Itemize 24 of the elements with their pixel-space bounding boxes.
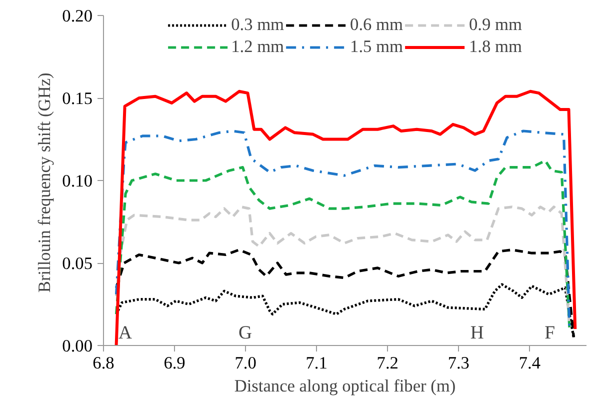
- legend-label: 1.8 mm: [468, 37, 522, 57]
- x-tick-label: 6.9: [164, 354, 186, 372]
- legend-label: 1.5 mm: [350, 37, 403, 57]
- y-tick-label: 0.15: [62, 89, 93, 108]
- legend-label: 1.2 mm: [231, 37, 284, 57]
- x-tick-label: 7.2: [376, 354, 398, 372]
- y-tick-label: 0.00: [62, 336, 93, 356]
- y-axis-title: Brillouin frequency shift (GHz): [35, 72, 54, 293]
- y-tick-label: 0.20: [62, 6, 93, 26]
- x-tick-label: 7.3: [448, 354, 470, 372]
- annotation: H: [470, 322, 484, 344]
- x-tick-label: 7.4: [518, 354, 541, 372]
- annotation: F: [544, 322, 556, 344]
- x-tick-label: 7.0: [234, 354, 256, 372]
- legend-label: 0.9 mm: [468, 15, 522, 35]
- x-tick-label: 6.8: [92, 354, 114, 372]
- legend-label: 0.3 mm: [231, 15, 284, 35]
- y-tick-label: 0.10: [62, 172, 93, 190]
- annotation: A: [118, 322, 132, 344]
- legend-label: 0.6 mm: [350, 15, 403, 35]
- x-tick-label: 7.1: [306, 354, 328, 372]
- annotation: G: [238, 322, 252, 344]
- x-axis-title: Distance along optical fiber (m): [234, 376, 456, 396]
- y-tick-label: 0.05: [62, 254, 93, 273]
